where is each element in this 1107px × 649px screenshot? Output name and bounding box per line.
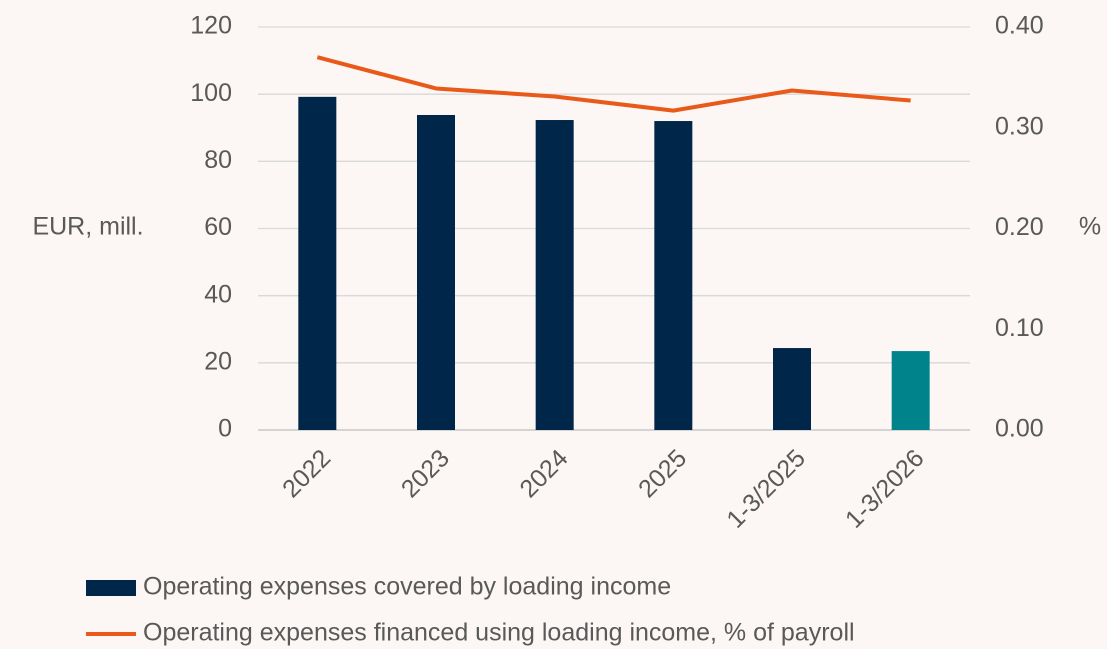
legend-label: Operating expenses financed using loadin…: [143, 619, 855, 647]
y2-tick-label: 0.10: [995, 314, 1044, 342]
y-tick-label: 120: [190, 12, 232, 40]
y2-axis-label: %: [1079, 213, 1101, 241]
y2-tick-label: 0.30: [995, 112, 1044, 140]
y-tick-label: 60: [204, 213, 232, 241]
legend-label: Operating expenses covered by loading in…: [143, 573, 671, 601]
y-tick-label: 20: [204, 347, 232, 375]
bar: [298, 96, 337, 430]
y-tick-label: 80: [204, 146, 232, 174]
bar: [654, 121, 693, 431]
bar: [417, 114, 455, 430]
bar: [891, 351, 930, 430]
y-tick-label: 100: [190, 79, 232, 107]
y2-tick-label: 0.20: [995, 213, 1044, 241]
y-tick-label: 0: [218, 415, 232, 443]
line: [316, 55, 911, 113]
legend-swatch: [86, 580, 136, 596]
y2-tick-label: 0.00: [995, 415, 1044, 443]
y2-tick-label: 0.40: [995, 12, 1044, 40]
y-axis-label: EUR, mill.: [32, 213, 143, 241]
bar: [535, 120, 574, 431]
y-tick-label: 40: [204, 280, 232, 308]
bar: [773, 348, 811, 430]
